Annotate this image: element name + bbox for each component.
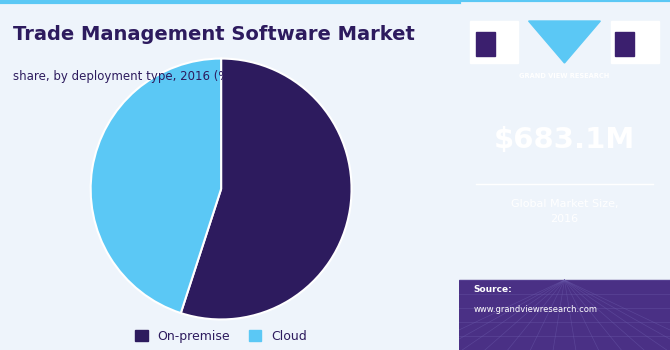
Legend: On-premise, Cloud: On-premise, Cloud (129, 324, 314, 349)
Text: GRAND VIEW RESEARCH: GRAND VIEW RESEARCH (519, 74, 610, 79)
FancyBboxPatch shape (476, 32, 495, 56)
Wedge shape (181, 58, 352, 320)
Polygon shape (529, 21, 600, 63)
Text: $683.1M: $683.1M (494, 126, 635, 154)
Text: Trade Management Software Market: Trade Management Software Market (13, 25, 415, 43)
FancyBboxPatch shape (615, 32, 634, 56)
Text: Global Market Size,
2016: Global Market Size, 2016 (511, 199, 618, 224)
Text: share, by deployment type, 2016 (%): share, by deployment type, 2016 (%) (13, 70, 234, 83)
FancyBboxPatch shape (459, 280, 670, 350)
Text: www.grandviewresearch.com: www.grandviewresearch.com (474, 304, 598, 314)
Wedge shape (90, 58, 221, 313)
FancyBboxPatch shape (611, 21, 659, 63)
FancyBboxPatch shape (470, 21, 518, 63)
Text: Source:: Source: (474, 285, 513, 294)
